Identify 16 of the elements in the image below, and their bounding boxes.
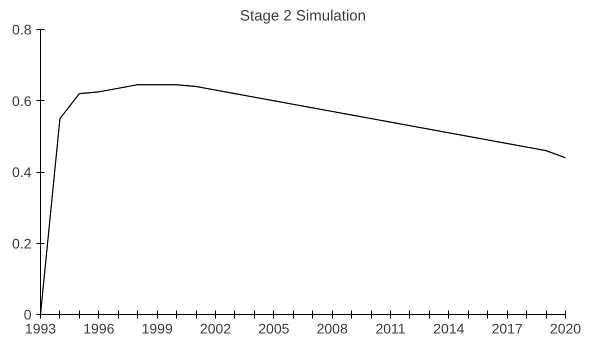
y-tick-label: 0.6 <box>12 92 32 109</box>
x-tick-label: 2008 <box>316 320 348 336</box>
chart-title: Stage 2 Simulation <box>240 8 366 24</box>
y-tick-label: 0.8 <box>12 22 32 38</box>
x-tick-label: 2020 <box>550 320 582 336</box>
x-tick-label: 2005 <box>258 320 290 336</box>
x-tick-label: 1999 <box>142 320 173 336</box>
x-tick-label: 2002 <box>200 320 232 336</box>
x-tick-label: 2017 <box>492 320 523 336</box>
y-tick-label: 0 <box>24 306 32 322</box>
x-tick-label: 1996 <box>83 320 115 336</box>
x-tick-label: 1993 <box>24 320 56 336</box>
y-tick-label: 0.2 <box>12 235 32 252</box>
x-tick-label: 2014 <box>433 320 465 336</box>
y-tick-label: 0.4 <box>12 164 32 180</box>
x-tick-label: 2011 <box>375 320 406 336</box>
